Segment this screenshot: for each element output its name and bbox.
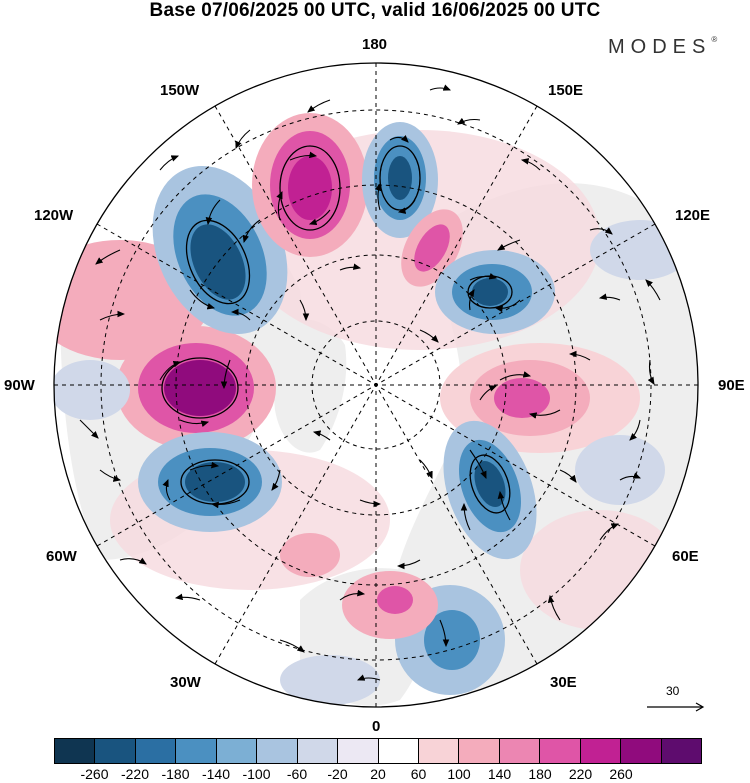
colorbar-swatch [661,739,701,763]
colorbar-swatch [621,739,662,763]
colorbar-tick-label: -180 [161,766,190,782]
colorbar-swatch [540,739,581,763]
colorbar-tick-label: -20 [327,766,348,782]
colorbar-swatch [459,739,500,763]
colorbar-swatch [378,739,419,763]
lon-label-0: 0 [372,718,381,735]
colorbar-tick-label: -140 [201,766,231,782]
colorbar-tick-label: -60 [286,766,308,782]
landmass-greenland [273,319,347,453]
wind-vectors [79,84,661,681]
colorbar-swatch [95,739,136,763]
reference-vector-label: 30 [666,684,680,698]
colorbar-tick-label: 60 [410,766,427,782]
reference-vector-arrow [647,702,705,712]
lon-label-60e: 60E [672,548,699,565]
colorbar-tick-label: 140 [487,766,512,782]
map-boundary [53,62,699,708]
lon-label-180: 180 [362,36,388,53]
lon-label-30w: 30W [170,674,201,691]
colorbar-swatch [418,739,460,763]
anomaly-contours [161,145,513,514]
colorbar-swatch [338,739,379,763]
colorbar-tick-label: -220 [120,766,150,782]
colorbar-swatch [499,739,541,763]
lon-label-30e: 30E [550,674,577,691]
colorbar-tick-label: 220 [568,766,593,782]
brand-logo: MODES® [608,35,718,58]
colorbar-tick-label: 100 [447,766,471,782]
lon-label-120w: 120W [34,207,74,224]
colorbar-tick-label: 20 [370,766,386,782]
graticule [54,63,698,707]
colorbar [54,738,702,764]
lon-label-90e: 90E [718,377,745,394]
colorbar-tick-label: -260 [80,766,109,782]
lon-label-90w: 90W [4,377,35,394]
lon-label-150e: 150E [548,82,584,99]
colorbar-swatch [257,739,298,763]
colorbar-swatch [297,739,339,763]
colorbar-swatch [580,739,622,763]
lon-label-120e: 120E [675,207,711,224]
colorbar-swatch [176,739,217,763]
lon-label-60w: 60W [46,548,77,565]
colorbar-swatch [216,739,258,763]
colorbar-swatch [55,739,96,763]
chart-title: Base 07/06/2025 00 UTC, valid 16/06/2025… [149,0,601,21]
colorbar-tick-label: 260 [609,766,633,782]
colorbar-tick-label: -100 [242,766,271,782]
colorbar-swatch [135,739,177,763]
colorbar-tick-label: 180 [528,766,552,782]
lon-label-150w: 150W [160,82,200,99]
